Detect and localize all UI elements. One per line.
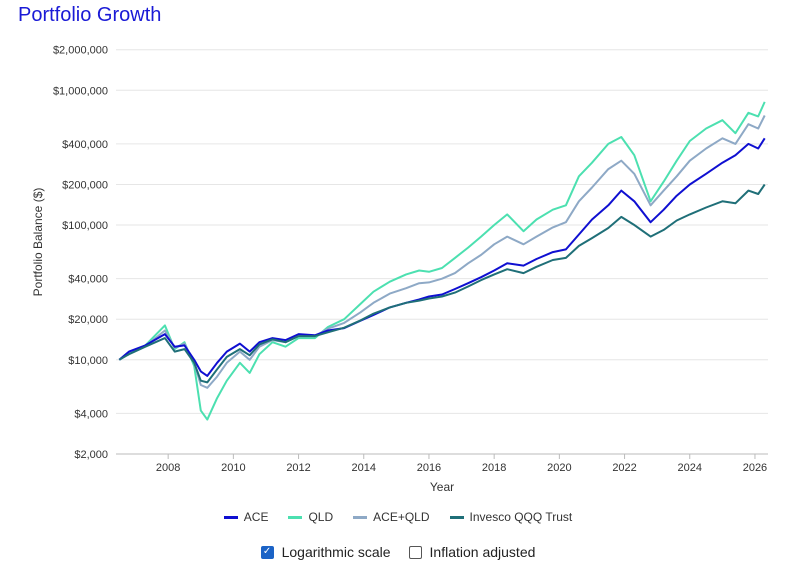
legend-label-ace: ACE [243,510,269,524]
legend-swatch-ace [223,515,238,519]
x-tick-label: 2010 [221,462,245,474]
y-tick-label: $400,000 [62,139,108,151]
y-tick-label: $20,000 [68,314,108,326]
x-tick-label: 2014 [352,462,376,474]
y-tick-label: $2,000,000 [53,45,108,57]
log-scale-option[interactable]: ✓ Logarithmic scale [260,544,391,560]
legend-item-ace[interactable]: ACE [223,510,269,524]
legend-item-qqq[interactable]: Invesco QQQ Trust [449,510,573,524]
legend-label-ace-qld: ACE+QLD [373,510,430,524]
legend-item-ace-qld[interactable]: ACE+QLD [353,510,430,524]
legend-label-qqq: Invesco QQQ Trust [469,510,573,524]
portfolio-growth-chart: $2,000 $4,000 $10,000 $20,000 $40,000 $100,00… [31,45,768,494]
series-line-qld [118,101,766,421]
legend-swatch-qld [288,515,303,519]
log-scale-label: Logarithmic scale [281,544,391,560]
y-tick-label: $1,000,000 [53,85,108,97]
x-tick-label: 2026 [743,462,767,474]
x-axis-label: Year [430,480,454,494]
y-tick-label: $40,000 [68,274,108,286]
y-tick-label: $10,000 [68,355,108,367]
y-tick-label: $2,000 [74,449,108,461]
series-line-ace [118,137,766,377]
inflation-option[interactable]: Inflation adjusted [408,544,536,560]
y-tick-label: $4,000 [74,408,108,420]
legend-label-qld: QLD [308,510,334,524]
legend-swatch-ace-qld [353,515,368,519]
series-line-qqq [118,183,766,384]
chart-options: ✓ Logarithmic scale Inflation adjusted [0,544,796,560]
x-tick-label: 2024 [678,462,702,474]
x-tick-label: 2018 [482,462,506,474]
log-scale-checkbox[interactable]: ✓ [260,545,274,559]
inflation-adjusted-label: Inflation adjusted [429,544,536,560]
inflation-adjusted-checkbox[interactable] [408,545,422,559]
series-line-ace-qld [118,115,766,389]
x-tick-label: 2008 [156,462,180,474]
x-tick-label: 2016 [417,462,441,474]
legend-item-qld[interactable]: QLD [288,510,333,524]
y-tick-label: $200,000 [62,179,108,191]
x-tick-label: 2012 [286,462,310,474]
y-tick-label: $100,000 [62,220,108,232]
x-tick-label: 2022 [612,462,636,474]
legend-swatch-qqq [449,515,464,519]
y-axis-label: Portfolio Balance ($) [31,188,45,297]
chart-legend: ACE QLD ACE+QLD Invesco QQQ Trust [0,510,796,524]
x-tick-label: 2020 [547,462,571,474]
chart-title: Portfolio Growth [18,4,162,26]
